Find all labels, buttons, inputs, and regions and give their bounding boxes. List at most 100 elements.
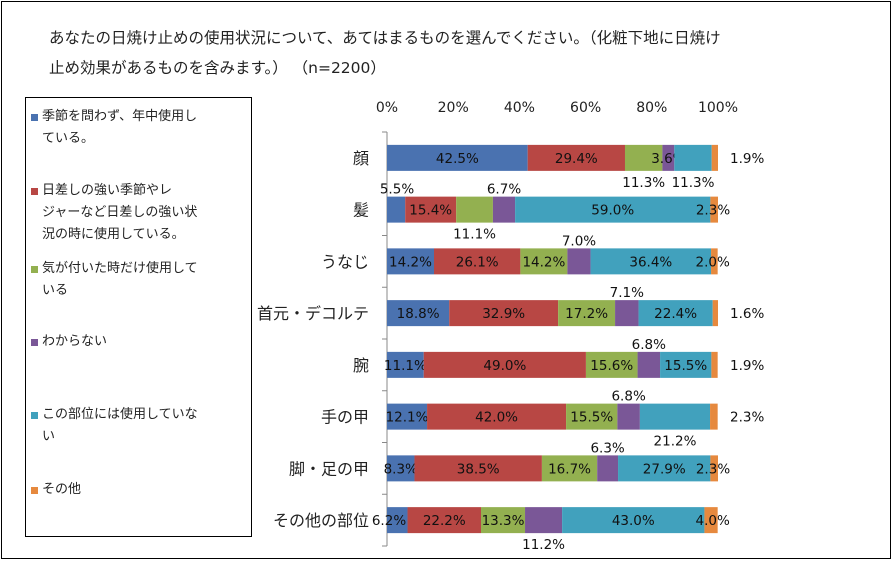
bar-segment	[427, 403, 567, 430]
bar-segment	[597, 455, 619, 482]
data-label: 11.2%	[522, 537, 565, 553]
data-label: 59.0%	[591, 203, 634, 219]
legend-line: この部位には使用していな	[42, 407, 198, 422]
data-label: 13.3%	[482, 513, 525, 529]
bar-segment	[624, 144, 663, 171]
bar-segment	[711, 144, 718, 171]
legend-item-when-noticed: 気が付いた時だけ使用して いる	[31, 258, 246, 302]
legend-item-strong-sun: 日差しの強い季節やレ ジャーなど日差しの強い状 況の時に使用している。	[31, 180, 246, 246]
data-label: 11.1%	[384, 358, 427, 374]
bar-segment	[387, 300, 450, 327]
bar-segment	[637, 351, 661, 378]
data-label: 38.5%	[457, 461, 500, 477]
legend-swatch	[31, 412, 38, 419]
data-label: 49.0%	[483, 358, 526, 374]
bar-segment	[387, 248, 435, 275]
bar-segment	[617, 403, 640, 430]
bar-segment	[525, 507, 563, 534]
data-label: 16.7%	[548, 461, 591, 477]
bar-segment	[660, 351, 712, 378]
chart-title: あなたの日焼け止めの使用状況について、あてはまるものを選んでください。（化粧下地…	[49, 23, 769, 83]
x-tick-label: 100%	[698, 100, 738, 116]
data-label: 1.6%	[730, 306, 764, 322]
bar-segment	[387, 507, 408, 534]
bar-segment	[711, 248, 718, 275]
bar-segment	[615, 300, 639, 327]
chart-title-line-1: あなたの日焼け止めの使用状況について、あてはまるものを選んでください。（化粧下地…	[49, 29, 721, 47]
data-label: 43.0%	[612, 513, 655, 529]
bar-segment	[639, 403, 711, 430]
bar-segment	[405, 196, 457, 223]
data-label: 2.3%	[730, 410, 764, 426]
category-label: その他の部位	[273, 511, 369, 530]
bar-segment	[387, 196, 406, 223]
data-label: 27.9%	[643, 461, 686, 477]
bar-segment	[423, 351, 586, 378]
data-label: 4.0%	[696, 513, 730, 529]
legend-line: いる	[42, 283, 69, 298]
x-tick-label: 20%	[438, 100, 469, 116]
x-tick-label: 40%	[504, 100, 535, 116]
data-label: 11.1%	[453, 227, 496, 243]
legend: 季節を問わず、年中使用し ている。 日差しの強い季節やレ ジャーなど日差しの強い…	[25, 97, 252, 537]
data-label: 14.2%	[522, 254, 565, 270]
bar-segment	[711, 351, 718, 378]
data-label: 18.8%	[397, 306, 440, 322]
legend-swatch	[31, 266, 38, 273]
data-label: 11.3%	[622, 175, 665, 191]
data-label: 22.4%	[654, 306, 697, 322]
data-label: 7.1%	[610, 285, 644, 301]
data-label: 12.1%	[386, 410, 429, 426]
data-label: 29.4%	[555, 151, 598, 167]
bar-segment	[662, 144, 675, 171]
data-label: 17.2%	[565, 306, 608, 322]
legend-swatch	[31, 339, 38, 346]
legend-line: 気が付いた時だけ使用して	[42, 261, 198, 276]
legend-line: ジャーなど日差しの強い状	[42, 205, 198, 220]
legend-swatch	[31, 188, 38, 195]
bar-segment	[704, 507, 718, 534]
data-label: 5.5%	[380, 182, 414, 198]
data-label: 7.0%	[562, 233, 596, 249]
legend-item-other: その他	[31, 479, 246, 501]
legend-item-unknown: わからない	[31, 331, 246, 353]
bar-segment	[387, 455, 415, 482]
data-label: 11.3%	[672, 175, 715, 191]
legend-line: 季節を問わず、年中使用し	[42, 109, 198, 124]
data-label: 15.4%	[409, 203, 452, 219]
data-label: 42.5%	[436, 151, 479, 167]
bar-segment	[520, 248, 568, 275]
bar-segment	[562, 507, 705, 534]
data-label: 15.5%	[664, 358, 707, 374]
bar-segment	[710, 196, 718, 223]
data-label: 22.2%	[423, 513, 466, 529]
category-label: 髪	[353, 201, 369, 220]
bar-segment	[481, 507, 526, 534]
bar-segment	[387, 144, 528, 171]
legend-line: 況の時に使用している。	[42, 227, 185, 242]
data-label: 1.9%	[730, 151, 764, 167]
bar-segment	[710, 403, 718, 430]
bar-segment	[449, 300, 559, 327]
bar-segment	[407, 507, 482, 534]
legend-swatch	[31, 487, 38, 494]
bar-segment	[590, 248, 712, 275]
data-label: 32.9%	[482, 306, 525, 322]
data-label: 2.3%	[696, 203, 730, 219]
data-label: 6.3%	[590, 440, 624, 456]
legend-line: 日差しの強い季節やレ	[42, 183, 173, 198]
data-label: 6.7%	[487, 182, 521, 198]
data-label: 15.5%	[570, 410, 613, 426]
bar-segment	[527, 144, 625, 171]
bar-segment	[585, 351, 638, 378]
data-label: 2.3%	[696, 461, 730, 477]
x-tick-label: 0%	[376, 100, 398, 116]
x-tick-label: 80%	[636, 100, 667, 116]
bar-segment	[414, 455, 542, 482]
category-label: 首元・デコルテ	[257, 304, 369, 323]
legend-item-not-used: この部位には使用していな い	[31, 404, 246, 448]
category-label: 顔	[353, 149, 369, 168]
data-label: 6.8%	[611, 389, 645, 405]
legend-line: い	[42, 429, 56, 444]
